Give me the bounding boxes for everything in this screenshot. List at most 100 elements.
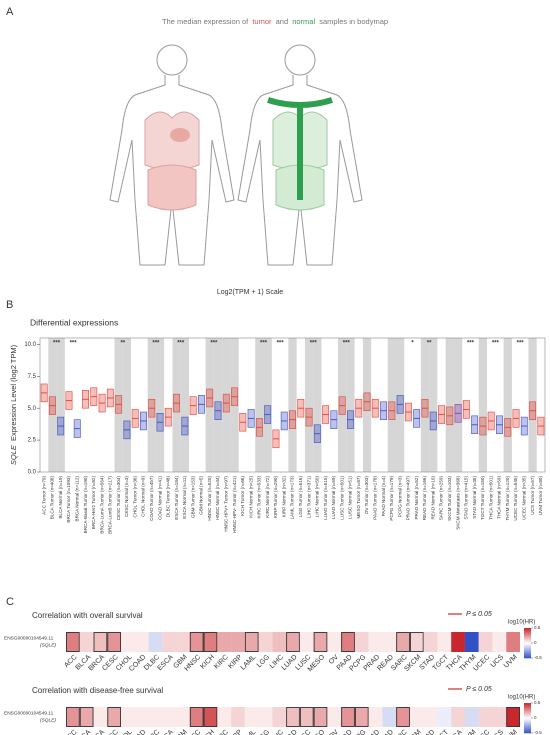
heat-cell xyxy=(368,632,383,652)
heat-cell xyxy=(341,707,355,727)
legend-label: P ≤ 0.05 xyxy=(466,611,492,618)
colorbar-tick-label: 0 xyxy=(534,640,537,645)
colorbar-step xyxy=(524,653,531,656)
cancer-label: DLBC xyxy=(143,729,161,735)
group-shade xyxy=(346,338,355,472)
heat-cell xyxy=(423,632,438,652)
colorbar-step xyxy=(524,730,531,732)
group-shade xyxy=(362,338,372,472)
x-tick-label: ACC Tumor (n=79) xyxy=(41,476,46,515)
group-shade xyxy=(114,338,123,472)
heat-cell xyxy=(217,632,232,652)
x-tick-label: KIRC Tumor (n=533) xyxy=(257,476,262,519)
colorbar-step xyxy=(524,727,531,729)
significance-box xyxy=(244,632,259,652)
significance: *** xyxy=(343,341,351,347)
cancer-label: LGG xyxy=(256,654,271,669)
heat-cell xyxy=(382,632,397,652)
heat-cell xyxy=(451,707,465,727)
heat-cell xyxy=(121,707,135,727)
x-tick-label: MESO Tumor (n=87) xyxy=(356,476,361,519)
x-tick-label: PRAD Normal (n=52) xyxy=(414,476,419,520)
y-tick-label: 2.5 xyxy=(28,438,37,444)
significance: *** xyxy=(492,341,500,347)
panel-label: C xyxy=(6,596,14,608)
heat-cell xyxy=(66,632,80,652)
x-tick-label: CESC Normal (n=3) xyxy=(124,476,129,517)
scale-label: Log2(TPM + 1) Scale xyxy=(217,289,283,296)
x-tick-label: THCA Normal (n=59) xyxy=(497,476,502,519)
colorbar-step xyxy=(524,647,531,650)
colorbar-step xyxy=(524,719,531,722)
group-shade xyxy=(122,338,132,472)
title-part: normal xyxy=(292,17,315,26)
heat-cell xyxy=(93,632,108,652)
colorbar-step xyxy=(524,707,531,710)
y-tick-label: 5.0 xyxy=(28,406,37,412)
colorbar-step xyxy=(524,632,531,635)
y-tick-label: 7.5 xyxy=(28,374,37,380)
colorbar-step xyxy=(524,718,531,720)
colorbar-title: log10(HR) xyxy=(508,620,535,626)
cancer-label: TGCT xyxy=(432,728,451,735)
y-label-gene: SQLE xyxy=(9,444,18,465)
heat-cell xyxy=(464,632,479,652)
heat-cell xyxy=(437,632,452,652)
y-tick-label: 10.0 xyxy=(24,342,36,348)
heat-cell xyxy=(437,707,452,727)
significance: *** xyxy=(260,341,268,347)
body-normal xyxy=(237,44,363,266)
colorbar-step xyxy=(524,716,531,719)
group-shade xyxy=(180,338,190,472)
x-tick-label: BRCA-LumA Tumor (n=564) xyxy=(99,476,104,534)
significance-box xyxy=(341,707,355,727)
colorbar-step xyxy=(524,655,531,657)
heatmap-title: Correlation with overall survival xyxy=(32,611,143,620)
significance-box xyxy=(203,632,218,652)
significance: *** xyxy=(152,341,160,347)
boxplot: 0.0 2.5 5.0 7.5 10.0 ACC Tumor (n=79) BLCA Tum… xyxy=(24,337,546,534)
x-tick-label: COAD Tumor (n=457) xyxy=(149,476,154,521)
x-tick-label: HNSC Normal (n=44) xyxy=(215,476,220,520)
group-shade xyxy=(445,338,454,472)
cancer-label: LUSC xyxy=(294,729,312,735)
cancer-label: KIRC xyxy=(213,729,230,735)
heat-cell xyxy=(492,632,507,652)
colorbar-step xyxy=(524,652,531,654)
cancer-label: OV xyxy=(328,729,340,735)
colorbar-step xyxy=(524,631,531,633)
colorbar-step xyxy=(524,724,531,726)
cancer-label: ESCA xyxy=(156,729,175,735)
group-shade xyxy=(338,338,347,472)
cancer-label: UCS xyxy=(490,654,506,670)
x-tick-label: CESC Tumor (n=304) xyxy=(116,476,121,521)
heat-cell xyxy=(79,707,94,727)
cancer-label: LIHC xyxy=(269,729,285,735)
group-shade xyxy=(155,338,165,472)
x-tick-label: UCEC Normal (n=35) xyxy=(522,476,527,520)
group-shade xyxy=(255,338,264,472)
colorbar-tick-label: -0.5 xyxy=(534,730,542,735)
colorbar-step xyxy=(524,641,531,644)
cancer-label: KIRC xyxy=(213,654,230,671)
title-part: and xyxy=(276,17,289,26)
x-tick-label: UVM Tumor (n=80) xyxy=(538,476,543,516)
significance: *** xyxy=(277,341,285,347)
heat-cell xyxy=(93,707,108,727)
x-tick-label: BLCA Normal (n=19) xyxy=(58,476,63,519)
significance-box xyxy=(313,632,328,652)
x-tick-label: HNSC Tumor (n=520) xyxy=(207,476,212,521)
colorbar-step xyxy=(524,725,531,728)
x-tick-label: PRAD Tumor (n=497) xyxy=(406,476,411,521)
cancer-label: ACC xyxy=(63,729,78,735)
x-tick-label: LIHC Tumor (n=371) xyxy=(306,476,311,518)
significance: ** xyxy=(120,341,125,347)
cancer-label: LGG xyxy=(256,729,271,735)
plot-frame xyxy=(39,337,546,473)
heat-cell xyxy=(134,707,149,727)
group-shade xyxy=(56,338,65,472)
cancer-label: LUAD xyxy=(281,729,299,735)
legend-label: P ≤ 0.05 xyxy=(466,686,492,693)
colorbar-step xyxy=(524,722,531,725)
heat-cell xyxy=(107,632,122,652)
